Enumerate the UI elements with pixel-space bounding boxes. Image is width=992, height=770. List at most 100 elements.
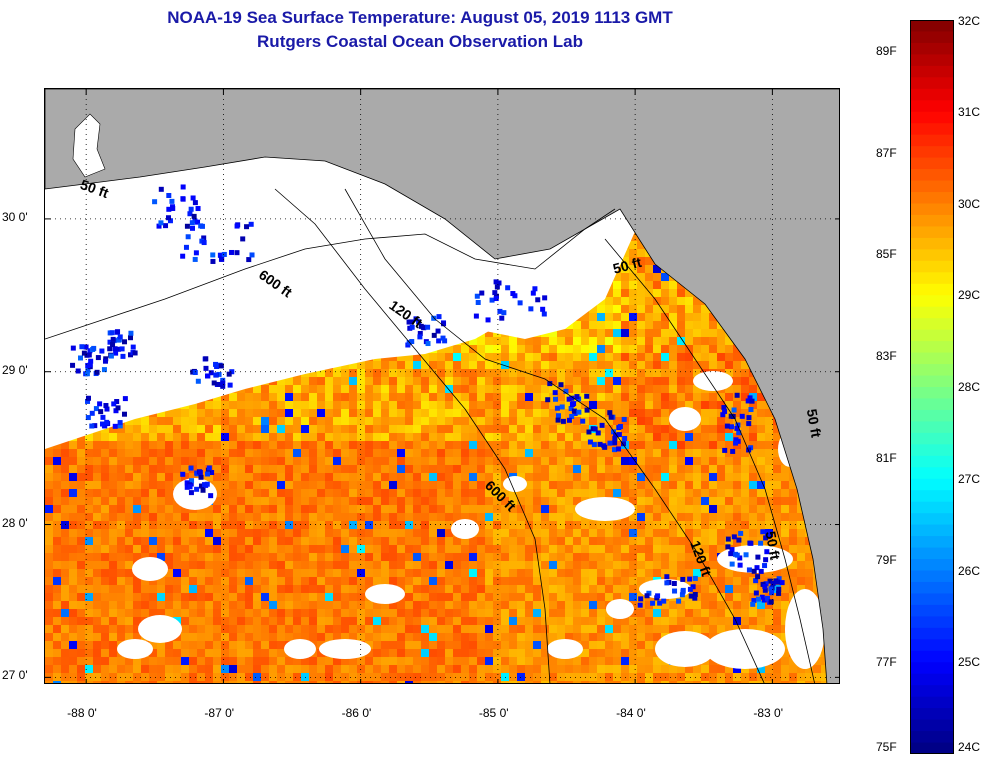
colorbar-band (910, 20, 954, 33)
colorbar-band (910, 501, 954, 515)
colorbar-band (910, 742, 954, 754)
colorbar-band (910, 731, 954, 744)
colorbar-band (910, 559, 954, 572)
colorbar-fahrenheit-label: 89F (876, 43, 897, 58)
depth-label: 50 ft (804, 408, 825, 439)
colorbar-fahrenheit-label: 87F (876, 145, 897, 160)
colorbar-band (910, 455, 954, 469)
colorbar-band (910, 203, 954, 216)
colorbar-band (910, 490, 954, 503)
colorbar-band (910, 295, 954, 308)
colorbar-celsius-label: 24C (958, 740, 981, 754)
colorbar-band (910, 696, 954, 710)
colorbar-band (910, 616, 954, 629)
colorbar-band (910, 180, 954, 194)
colorbar-band (910, 169, 954, 182)
lat-tick-label: 27 0' (2, 668, 28, 683)
colorbar-band (910, 639, 954, 652)
colorbar-band (910, 375, 954, 388)
map-title: NOAA-19 Sea Surface Temperature: August … (167, 8, 673, 27)
colorbar-band (910, 214, 954, 228)
colorbar-band (910, 570, 954, 583)
colorbar-band (910, 88, 954, 102)
colorbar-band (910, 306, 954, 320)
colorbar-band (910, 146, 954, 159)
sst-map: 50 ft 600 ft 120 ft 50 ft 600 ft 120 ft 50 ft 5… (44, 88, 840, 684)
colorbar-fahrenheit-label: 81F (876, 451, 897, 466)
colorbar-band (910, 42, 954, 56)
colorbar-band (910, 364, 954, 377)
colorbar-band (910, 31, 954, 44)
lat-tick-label: 28 0' (2, 515, 28, 530)
colorbar-band (910, 685, 954, 698)
colorbar-band (910, 593, 954, 606)
colorbar-band (910, 547, 954, 561)
colorbar-fahrenheit-label: 85F (876, 247, 897, 262)
colorbar-band (910, 536, 954, 549)
colorbar-band (910, 524, 954, 538)
depth-contours (45, 188, 815, 683)
colorbar-band (910, 708, 954, 721)
colorbar-band (910, 604, 954, 618)
lat-tick-label: 29 0' (2, 362, 28, 377)
colorbar-celsius-label: 25C (958, 655, 981, 670)
colorbar-band (910, 272, 954, 285)
colorbar-band (910, 719, 954, 733)
lon-tick-label: -85 0' (478, 706, 509, 720)
colorbar-celsius-label: 26C (958, 563, 981, 578)
lon-tick-label: -84 0' (616, 706, 646, 720)
colorbar (910, 20, 954, 754)
colorbar-celsius-label: 32C (958, 14, 981, 28)
lat-tick-label: 30 0' (2, 209, 28, 224)
frame-ticks (45, 89, 839, 683)
colorbar-band (910, 260, 954, 274)
colorbar-band (910, 283, 954, 297)
colorbar-celsius-label: 30C (958, 196, 981, 211)
colorbar-band (910, 54, 954, 67)
colorbar-band (910, 100, 954, 113)
colorbar-band (910, 581, 954, 595)
cold-pixels (70, 184, 785, 608)
colorbar-band (910, 237, 954, 251)
depth-label: 50 ft (763, 530, 784, 561)
colorbar-band (910, 478, 954, 492)
colorbar-band (910, 249, 954, 262)
colorbar-band (910, 77, 954, 90)
lon-tick-label: -88 0' (67, 706, 97, 720)
colorbar-fahrenheit-label: 75F (876, 740, 897, 754)
colorbar-band (910, 329, 954, 343)
colorbar-band (910, 341, 954, 354)
colorbar-band (910, 226, 954, 239)
colorbar-band (910, 673, 954, 687)
colorbar-band (910, 134, 954, 148)
land-mass (45, 89, 839, 683)
bay (72, 113, 106, 178)
map-subtitle: Rutgers Coastal Ocean Observation Lab (257, 32, 583, 51)
lon-tick-label: -86 0' (341, 706, 372, 720)
colorbar-band (910, 421, 954, 434)
colorbar-band (910, 650, 954, 664)
colorbar-band (910, 387, 954, 400)
colorbar-celsius-label: 29C (958, 288, 981, 303)
colorbar-fahrenheit-label: 79F (876, 553, 897, 568)
colorbar-celsius-label: 31C (958, 104, 981, 119)
colorbar-band (910, 318, 954, 331)
colorbar-band (910, 352, 954, 366)
colorbar-band (910, 398, 954, 411)
colorbar-band (910, 444, 954, 457)
colorbar-celsius-label: 27C (958, 471, 981, 486)
colorbar-celsius-label: 28C (958, 380, 981, 394)
colorbar-band (910, 627, 954, 641)
colorbar-band (910, 467, 954, 480)
lon-tick-label: -83 0' (753, 706, 784, 720)
colorbar-band (910, 662, 954, 675)
colorbar-fahrenheit-label: 77F (876, 655, 897, 670)
colorbar-band (910, 432, 954, 446)
colorbar-band (910, 111, 954, 125)
colorbar-band (910, 192, 954, 205)
colorbar-band (910, 65, 954, 79)
colorbar-band (910, 123, 954, 136)
colorbar-band (910, 157, 954, 171)
colorbar-band (910, 409, 954, 423)
